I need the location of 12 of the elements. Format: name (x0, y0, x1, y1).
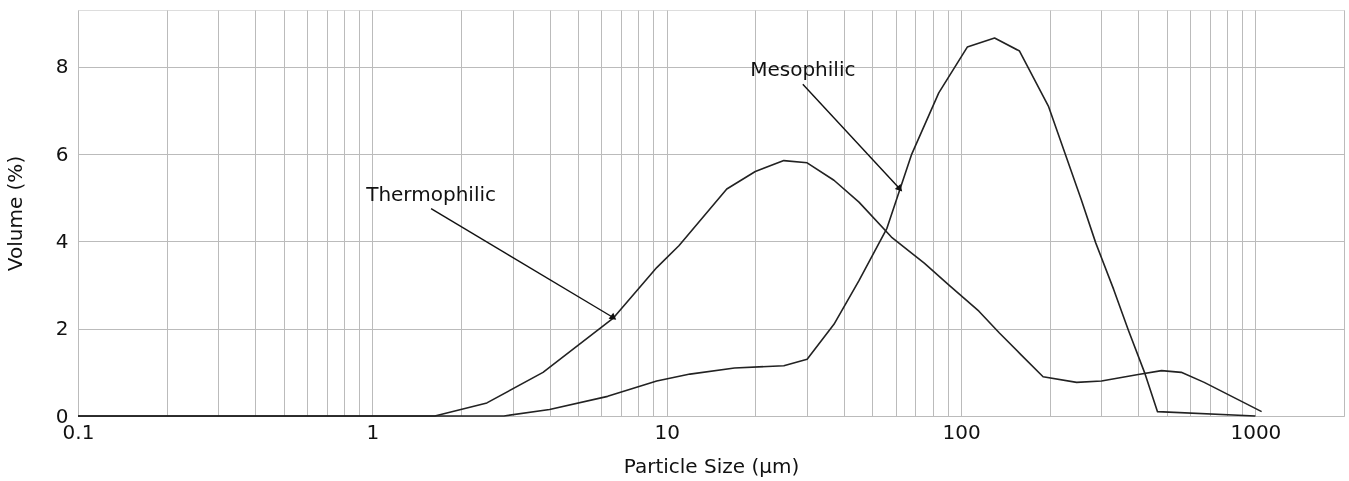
x-tick-label: 1 (366, 419, 380, 444)
x-tick-label: 100 (942, 419, 981, 444)
y-axis-title: Volume (%) (2, 155, 27, 272)
annotation: Mesophilic (750, 57, 856, 82)
y-tick-label: 6 (55, 141, 69, 166)
y-tick-label: 8 (55, 54, 69, 79)
y-tick-label: 4 (55, 228, 69, 253)
x-tick-label: 1000 (1230, 419, 1282, 444)
x-tick-label: 10 (654, 419, 680, 444)
x-axis-title: Particle Size (µm) (623, 453, 800, 478)
annotation: Thermophilic (365, 181, 496, 206)
y-tick-label: 2 (55, 316, 69, 341)
